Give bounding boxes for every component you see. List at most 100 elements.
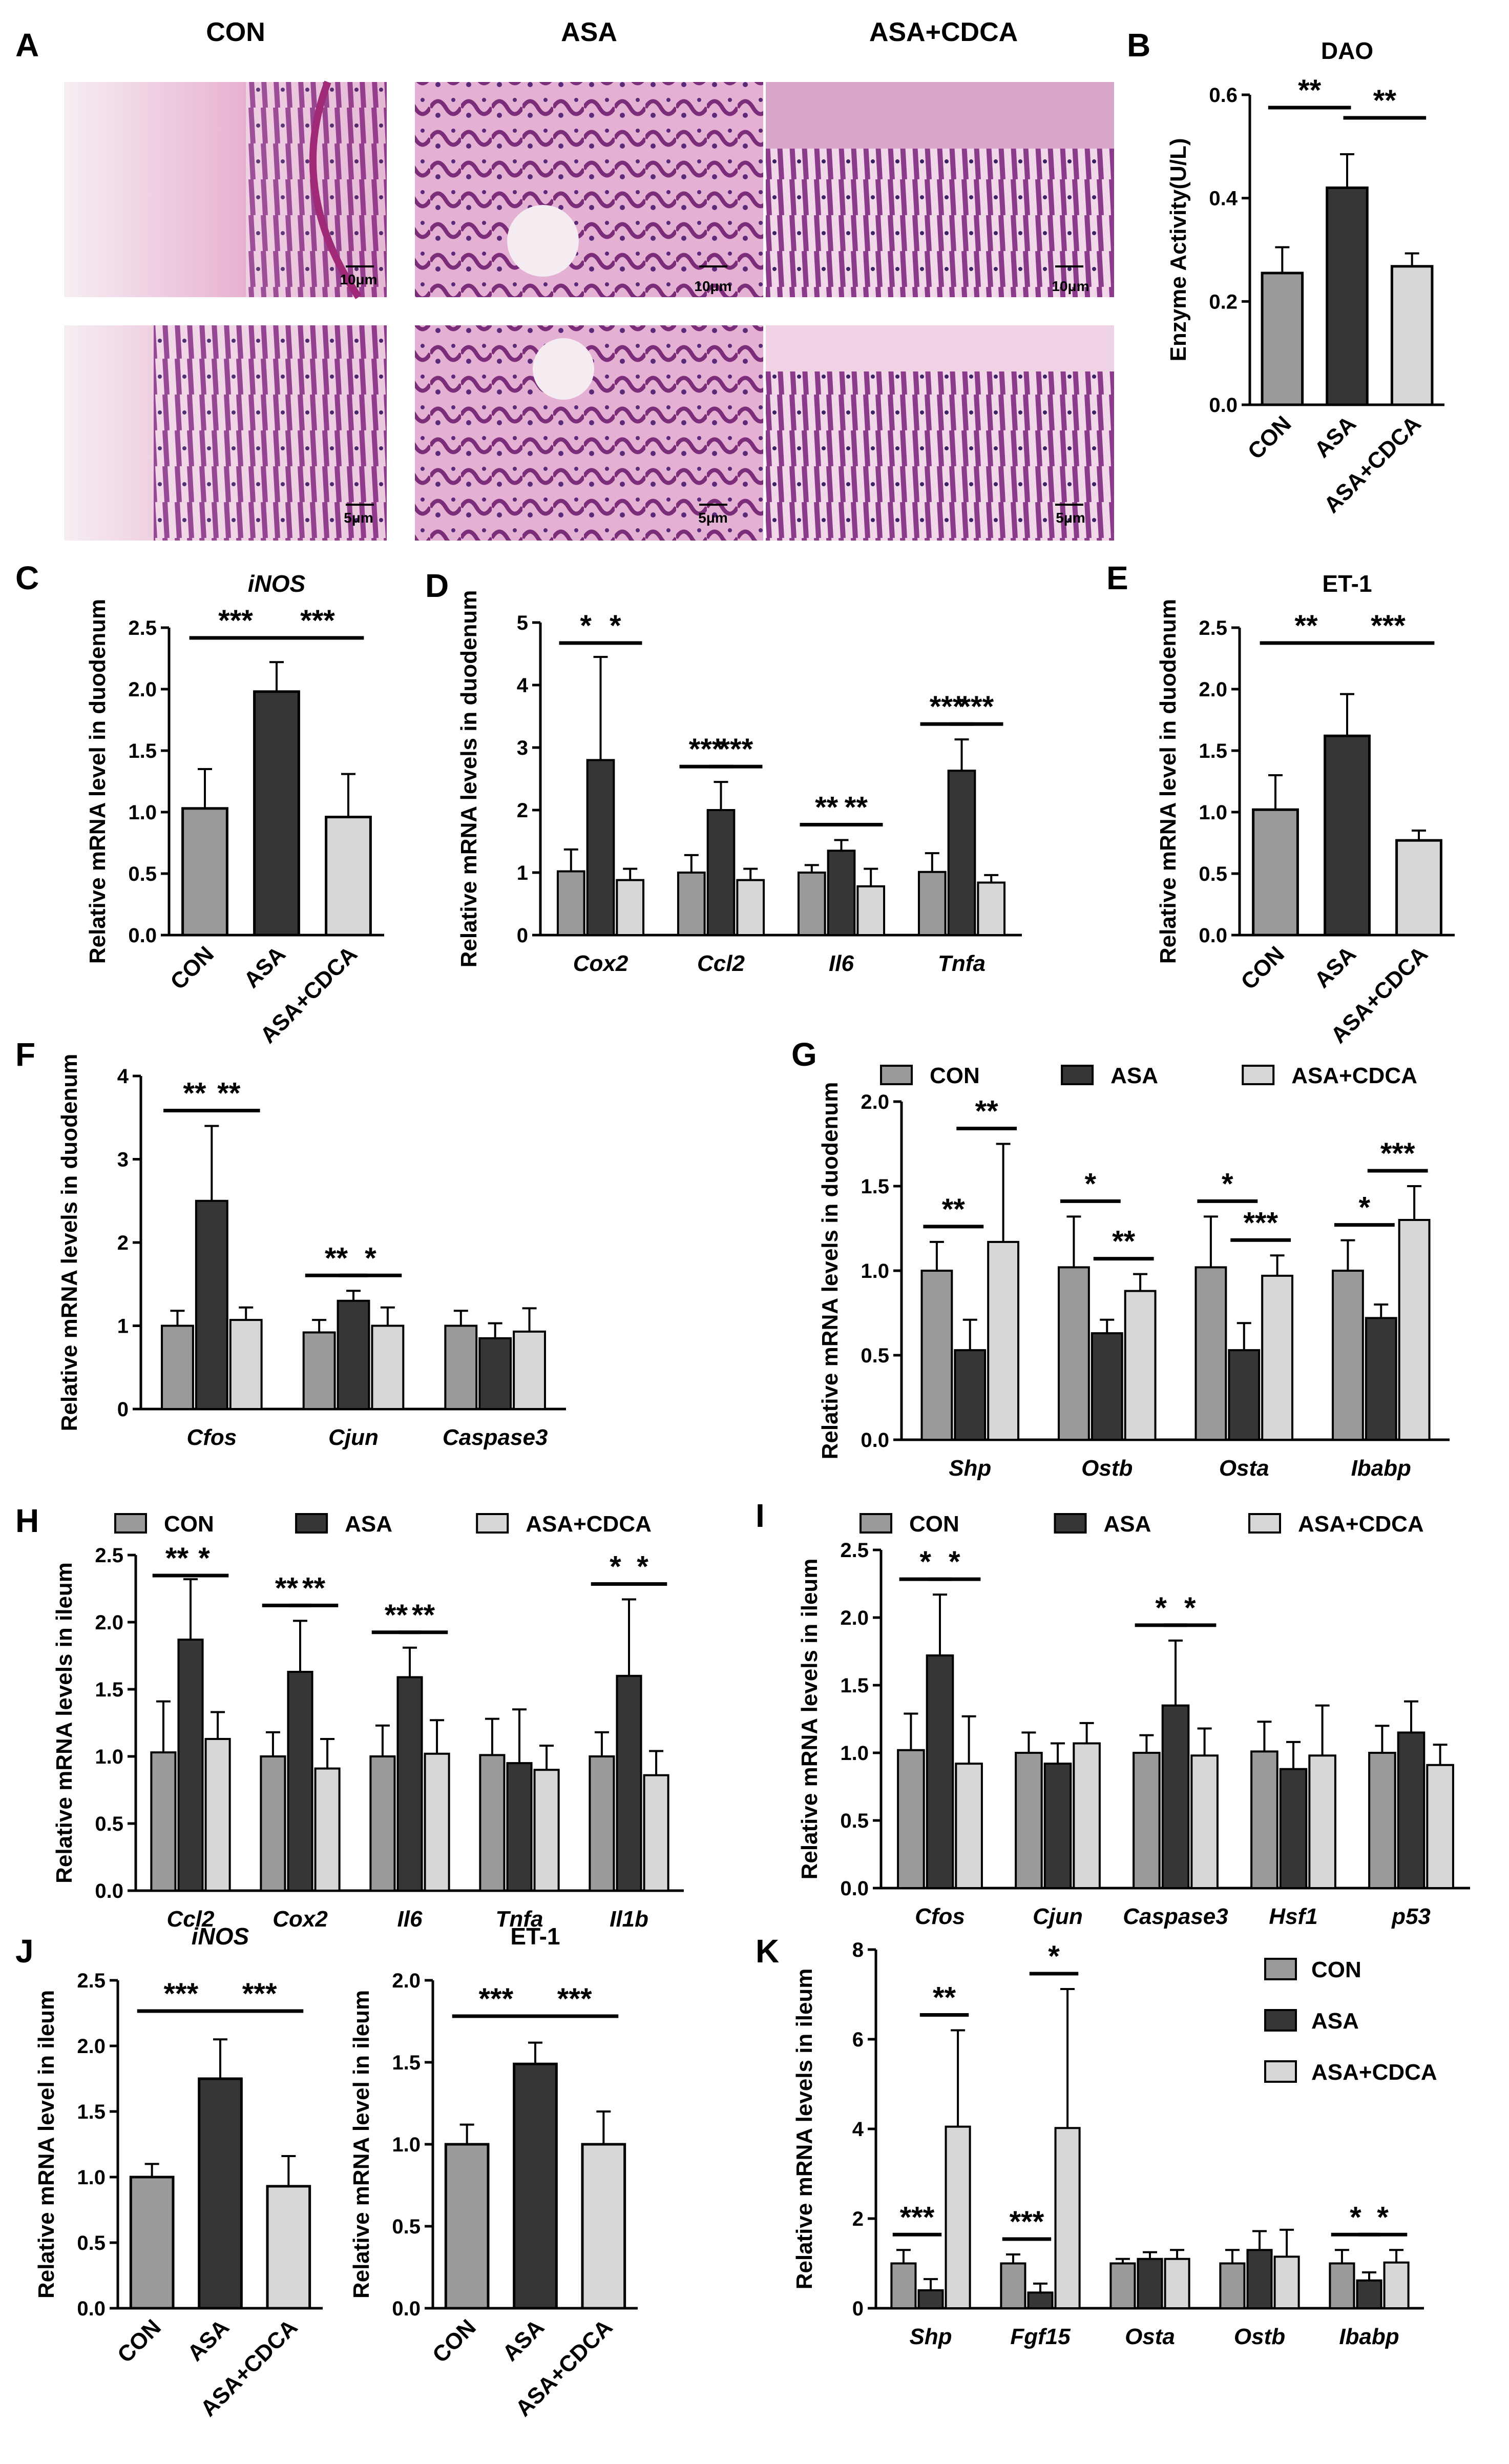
bar (325, 816, 372, 937)
bar (253, 690, 300, 937)
bar (1133, 1752, 1161, 1889)
micrograph-asa-cdca-5um: 5μm (766, 325, 1114, 541)
panel-label-e: E (1106, 560, 1128, 596)
x-category-label: Ostb (1081, 1456, 1133, 1481)
y-tick-label: 1.0 (861, 1260, 889, 1282)
y-tick-label: 2.0 (95, 1611, 123, 1634)
y-axis-label: Relative mRNA levels in duodenum (57, 1054, 82, 1432)
x-category-label: CON (1243, 411, 1296, 464)
x-category-label: Tnfa (496, 1907, 543, 1932)
bar (589, 1755, 615, 1892)
y-axis-label: Relative mRNA level in ileum (34, 1990, 59, 2299)
y-tick-label: 1.5 (128, 740, 157, 762)
scale-bar-label: 10μm (694, 278, 731, 294)
x-category-label: Cjun (1033, 1904, 1083, 1929)
legend-label: ASA (345, 1511, 392, 1537)
y-tick-label: 0.5 (840, 1810, 869, 1832)
bar (1324, 734, 1371, 937)
histology-group-asa: ASA (561, 17, 617, 47)
y-axis-label: Relative mRNA levels in ileum (797, 1559, 822, 1880)
significance-label: * (1377, 2201, 1389, 2234)
y-tick-label: 1.0 (128, 801, 157, 824)
bar (1124, 1290, 1157, 1441)
x-category-label: p53 (1391, 1904, 1431, 1929)
x-category-label: ASA (1310, 411, 1361, 462)
y-tick-label: 0.0 (128, 924, 157, 947)
y-axis-label: Relative mRNA levels in ileum (52, 1562, 77, 1883)
y-tick-label: 1.0 (840, 1742, 869, 1765)
bar (444, 2143, 490, 2310)
panel-label-i: I (756, 1497, 765, 1534)
bar (1228, 1349, 1261, 1441)
significance-label: ** (325, 1241, 348, 1275)
y-tick-label: 1.5 (392, 2052, 421, 2074)
y-tick-label: 0 (852, 2297, 864, 2320)
legend-label: ASA (1104, 1511, 1151, 1537)
y-axis-label: Relative mRNA level in duodenum (85, 599, 110, 964)
y-tick-label: 5 (517, 612, 528, 634)
legend-swatch (1264, 1958, 1297, 1980)
chart-panel-d: 0 1 2 3 4 5 Relative mRNA levels in duodenum Co… (456, 590, 1022, 976)
histology-group-asa-cdca: ASA+CDCA (869, 17, 1018, 47)
legend-swatch (860, 1513, 892, 1534)
significance-label: * (637, 1550, 648, 1583)
x-category-label: CON (1236, 941, 1289, 995)
y-tick-label: 0.2 (1209, 291, 1238, 313)
y-tick-label: 1 (117, 1315, 129, 1338)
y-tick-label: 4 (117, 1065, 129, 1088)
bar (1190, 1754, 1219, 1890)
significance-label: *** (959, 690, 994, 723)
bar (260, 1755, 286, 1892)
significance-label: ** (845, 791, 868, 824)
significance-label: *** (242, 1977, 277, 2011)
bar (1091, 1332, 1123, 1441)
bar (926, 1654, 954, 1889)
y-axis-label: Relative mRNA levels in ileum (792, 1969, 817, 2290)
x-category-label: Shp (909, 2324, 952, 2349)
bar (1329, 2262, 1355, 2309)
bar (1219, 2262, 1246, 2309)
panel-label-g: G (791, 1036, 817, 1073)
bar (1273, 2255, 1300, 2309)
y-tick-label: 2.0 (840, 1607, 869, 1629)
micrograph-asa-5um: 5μm (415, 325, 763, 541)
bar (1252, 808, 1299, 937)
bar (337, 1299, 370, 1410)
x-category-label: Osta (1219, 1456, 1269, 1481)
significance-label: * (949, 1545, 960, 1579)
panel-label-f: F (15, 1036, 35, 1073)
chart-title: ET-1 (1322, 570, 1372, 597)
panel-label-k: K (756, 1933, 779, 1970)
x-category-label: Tnfa (938, 951, 986, 976)
significance-label: ** (1373, 84, 1397, 117)
y-tick-label: 0.0 (861, 1429, 889, 1452)
significance-label: ** (217, 1077, 241, 1110)
significance-label: *** (689, 733, 724, 766)
bar (1356, 2279, 1382, 2309)
y-tick-label: 3 (517, 737, 528, 759)
y-axis-label: Relative mRNA level in duodenum (1156, 599, 1181, 964)
y-axis-label: Enzyme Activity(U/L) (1166, 138, 1191, 361)
y-tick-label: 0.0 (95, 1880, 123, 1902)
significance-label: *** (1371, 609, 1406, 643)
chart-title: iNOS (192, 1923, 249, 1950)
bar (161, 1324, 194, 1410)
x-category-label: Cjun (328, 1425, 379, 1450)
bar (424, 1752, 450, 1892)
bar (513, 2062, 558, 2310)
legend-swatch (1264, 2060, 1297, 2083)
legend-label: CON (1311, 1957, 1361, 1982)
significance-label: * (365, 1241, 376, 1275)
bar (977, 881, 1006, 937)
bar (955, 1763, 983, 1890)
bar (396, 1676, 423, 1892)
bar (987, 1240, 1020, 1441)
bar (1246, 2249, 1273, 2309)
significance-label: * (1048, 1940, 1060, 1973)
chart-panel-g: 0.0 0.5 1.0 1.5 2.0 Relative mRNA levels in d… (818, 1063, 1450, 1481)
micrograph-asa-cdca-10um: 10μm (766, 82, 1114, 297)
bar (1137, 2258, 1163, 2309)
bar (314, 1767, 341, 1892)
bar (1331, 1270, 1364, 1441)
